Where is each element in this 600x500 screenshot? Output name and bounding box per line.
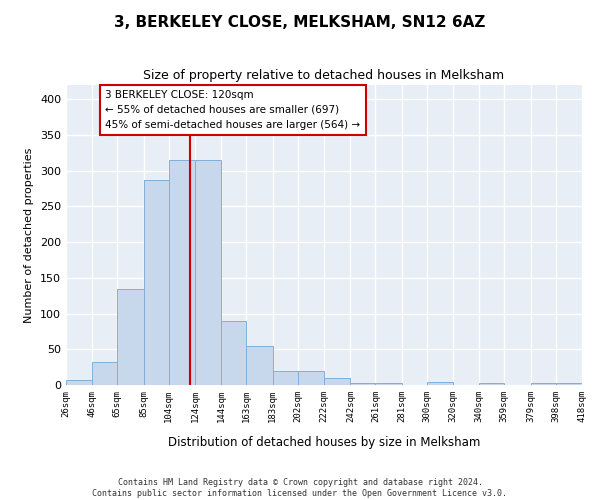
Bar [556, 383, 582, 385]
Text: Contains HM Land Registry data © Crown copyright and database right 2024.
Contai: Contains HM Land Registry data © Crown c… [92, 478, 508, 498]
Bar [195, 160, 221, 385]
Bar [92, 362, 118, 385]
Bar [298, 370, 324, 385]
Bar [66, 380, 92, 385]
Bar [376, 383, 401, 385]
Bar [324, 378, 350, 385]
Bar [272, 370, 298, 385]
Bar [118, 288, 143, 385]
Text: 3 BERKELEY CLOSE: 120sqm
← 55% of detached houses are smaller (697)
45% of semi-: 3 BERKELEY CLOSE: 120sqm ← 55% of detach… [106, 90, 361, 130]
Bar [221, 320, 247, 385]
Text: 3, BERKELEY CLOSE, MELKSHAM, SN12 6AZ: 3, BERKELEY CLOSE, MELKSHAM, SN12 6AZ [115, 15, 485, 30]
Y-axis label: Number of detached properties: Number of detached properties [25, 148, 34, 322]
Bar [530, 383, 556, 385]
Bar [479, 383, 505, 385]
Bar [247, 346, 272, 385]
Bar [350, 383, 376, 385]
Bar [143, 180, 169, 385]
Bar [169, 160, 195, 385]
Bar [427, 382, 453, 385]
Title: Size of property relative to detached houses in Melksham: Size of property relative to detached ho… [143, 70, 505, 82]
X-axis label: Distribution of detached houses by size in Melksham: Distribution of detached houses by size … [168, 436, 480, 449]
